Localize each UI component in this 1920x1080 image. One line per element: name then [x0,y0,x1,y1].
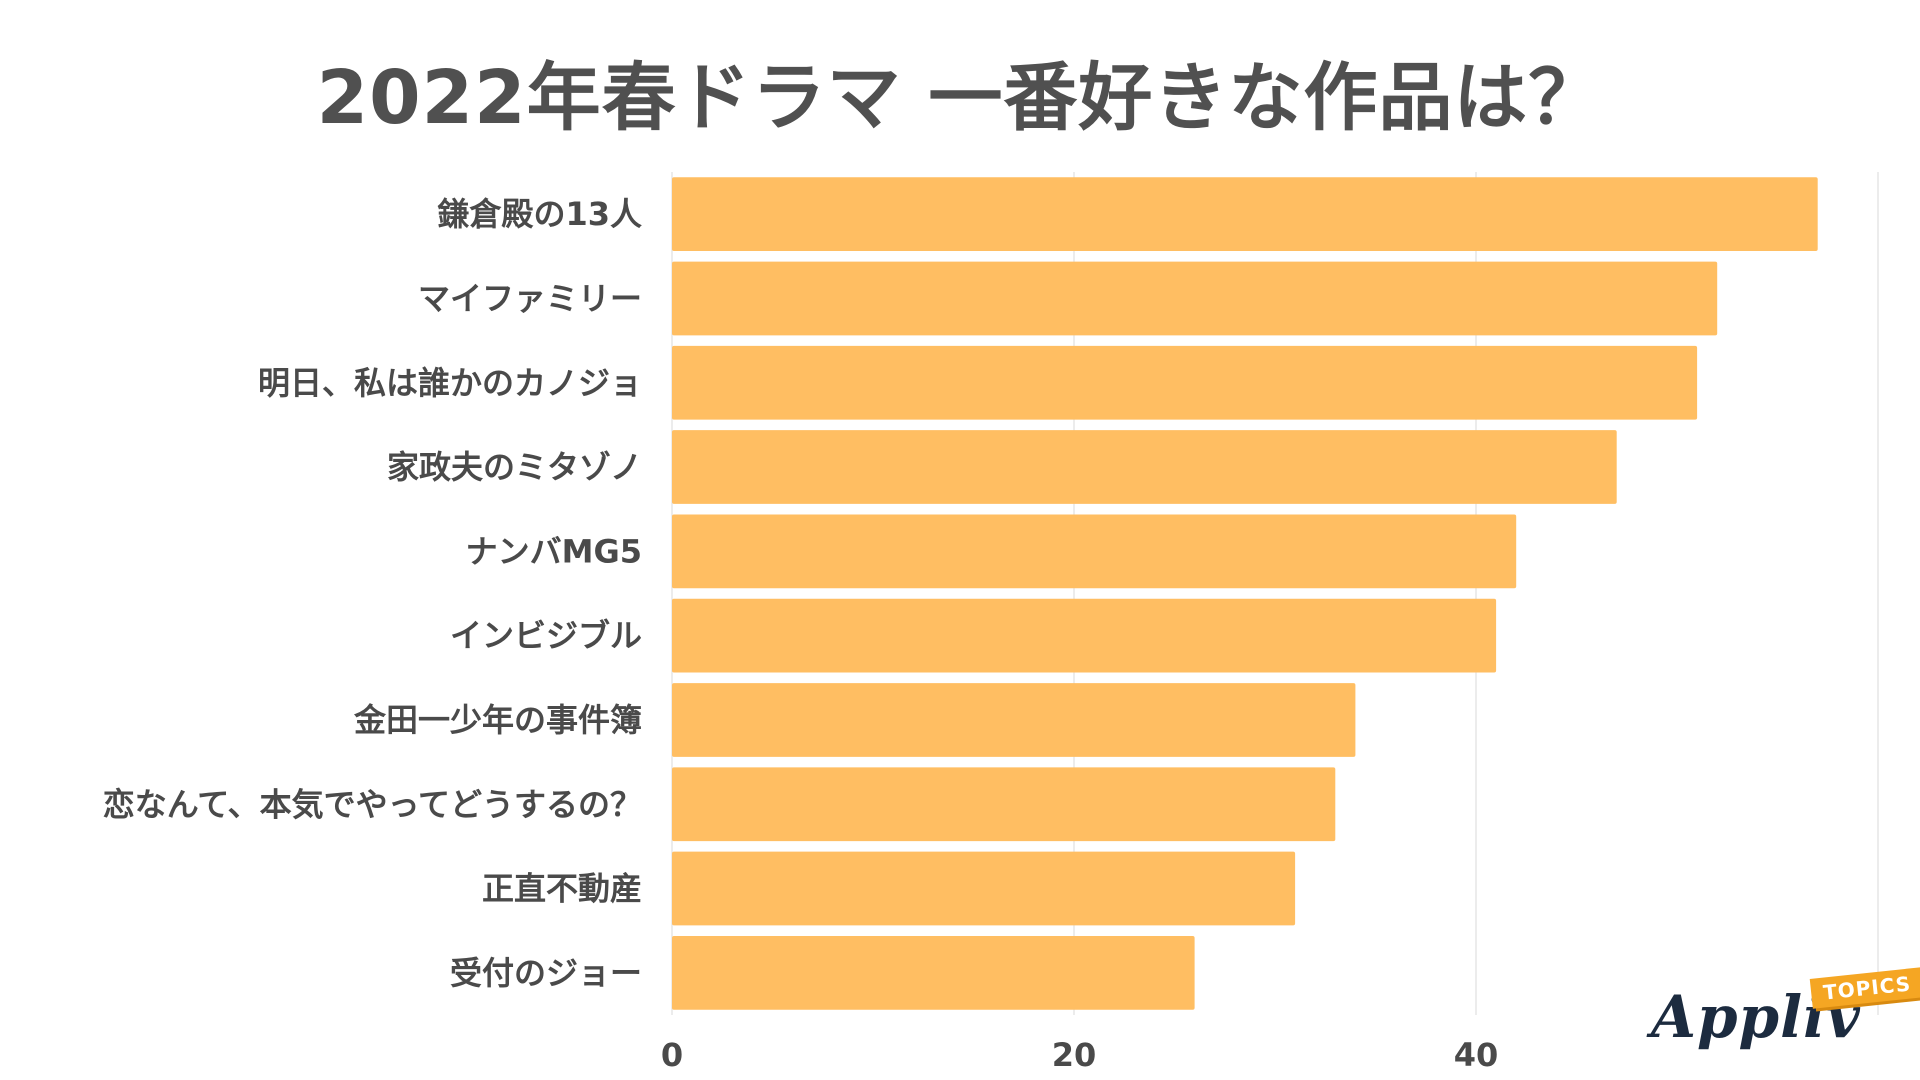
category-label-6: インビジブル [450,617,642,655]
bar-6 [672,598,1497,673]
bar-8 [672,767,1336,842]
category-label-4: 家政夫のミタゾノ [387,448,642,486]
bar-10 [672,935,1195,1010]
bar-4 [672,430,1617,504]
chart-title: 2022年春ドラマ 一番好きな作品は？ [316,55,1604,141]
bars [672,177,1818,1010]
bar-5 [672,514,1517,589]
category-label-7: 金田一少年の事件簿 [353,701,642,739]
category-label-8: 恋なんて、本気でやってどうするの？ [103,785,642,823]
bar-7 [672,683,1356,757]
category-label-5: ナンバMG5 [466,532,642,570]
category-label-9: 正直不動産 [482,870,642,908]
category-label-3: 明日、私は誰かのカノジョ [258,364,642,402]
logo-topics-tag: TOPICS [1809,967,1920,1009]
category-label-10: 受付のジョー [450,954,642,992]
category-label-2: マイファミリー [418,279,642,317]
x-tick-label-40: 40 [1454,1036,1499,1074]
x-tick-label-20: 20 [1052,1036,1097,1074]
x-tick-label-0: 0 [661,1036,683,1074]
category-labels: 鎌倉殿の13人マイファミリー明日、私は誰かのカノジョ家政夫のミタゾノナンバMG5… [103,195,642,992]
bar-1 [672,177,1818,252]
x-axis-ticks: 0 20 40 [661,1036,1498,1074]
bar-2 [672,261,1718,336]
applivtopics-logo: Appliv TOPICS [1645,965,1920,1065]
bar-9 [672,851,1296,926]
category-label-1: 鎌倉殿の13人 [437,195,642,233]
bar-3 [672,345,1698,420]
